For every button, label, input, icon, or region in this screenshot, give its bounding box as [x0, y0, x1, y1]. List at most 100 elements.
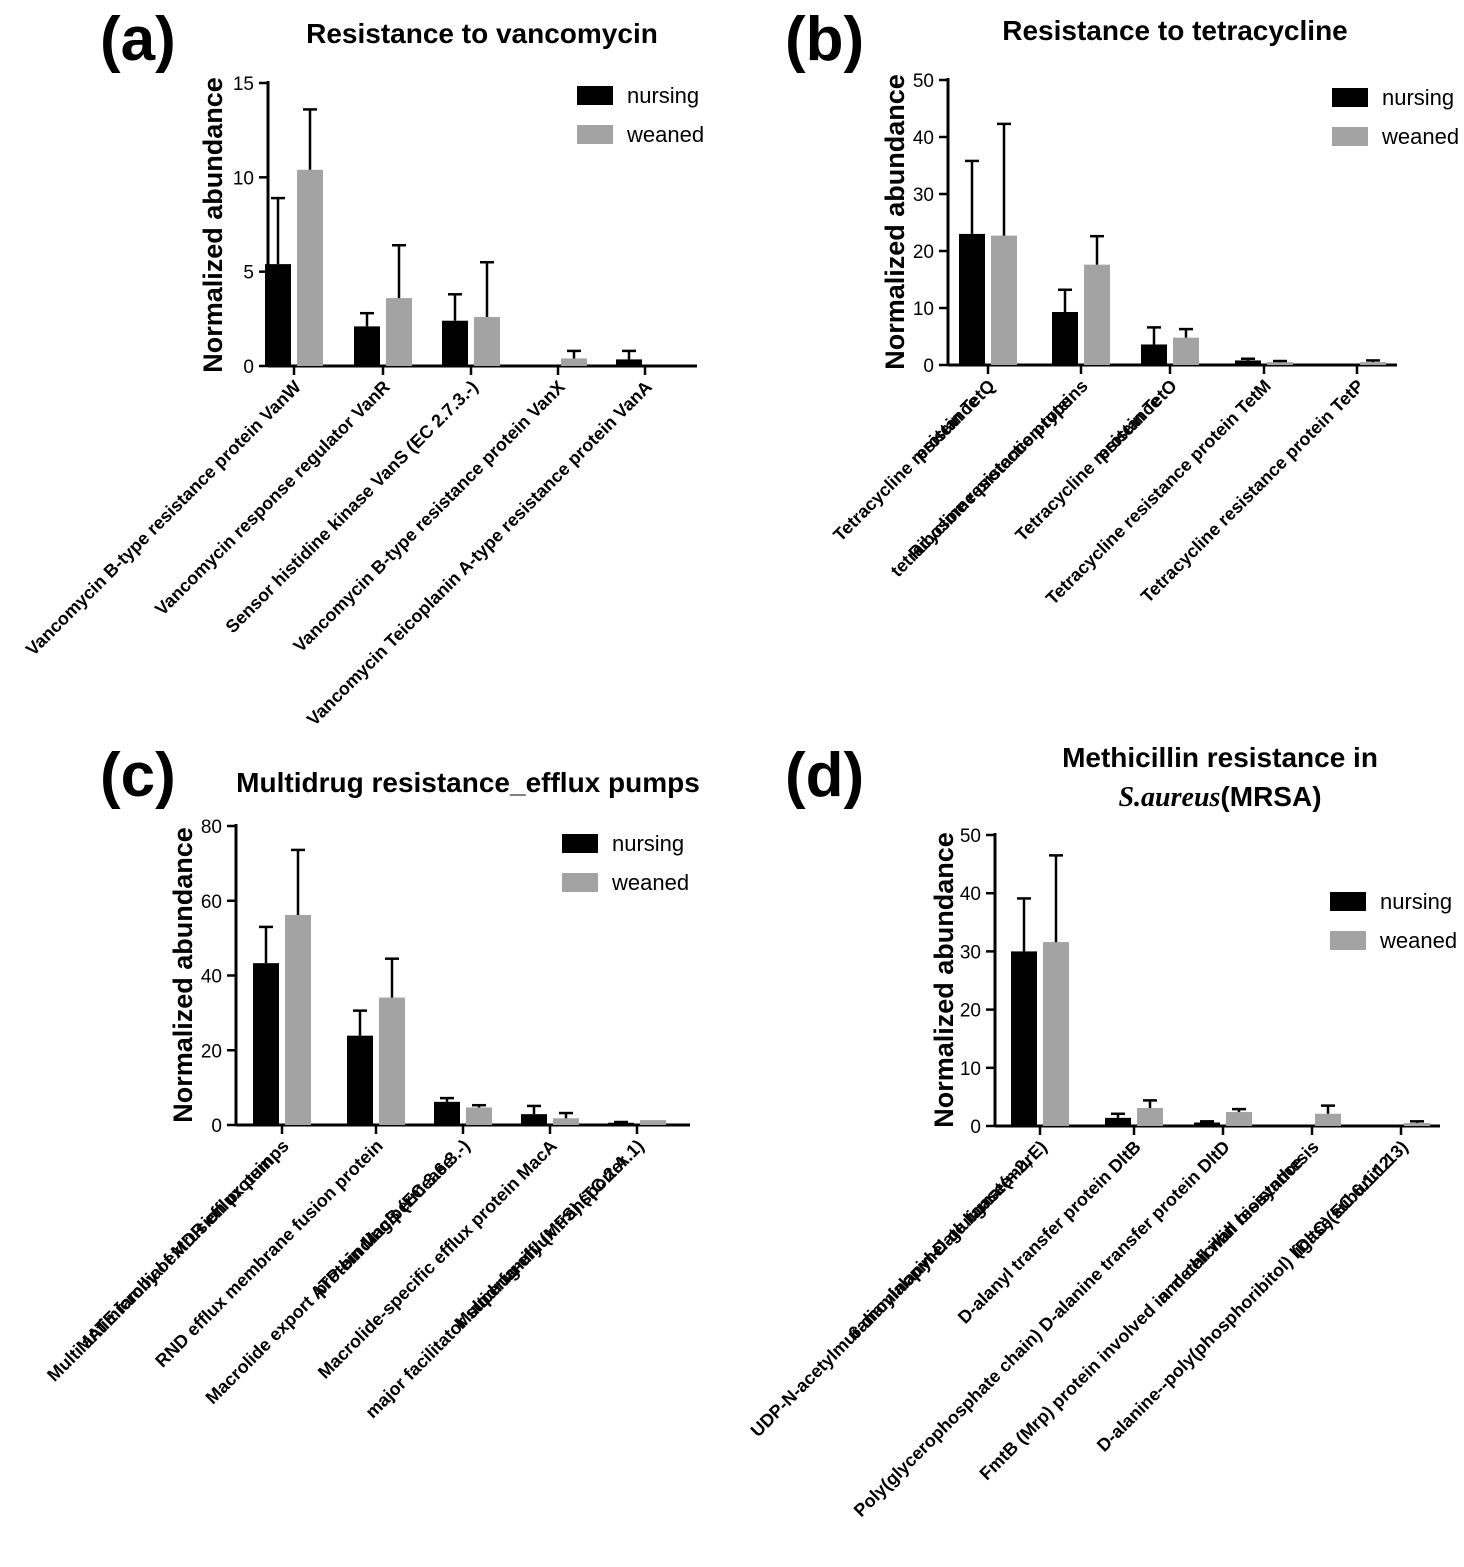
x-category-label: D-alanyl transfer protein DltB: [954, 1137, 1145, 1328]
bar-weaned: [285, 914, 311, 1125]
y-axis-label: Normalized abundance: [198, 77, 228, 373]
x-category-label: tetracycline resistance proteins: [887, 376, 1092, 581]
y-tick-label: 40: [201, 967, 222, 988]
panel-letter: (b): [785, 5, 864, 74]
panel-a: (a) Resistance to vancomycin Normalized …: [22, 5, 704, 730]
legend-swatch-weaned: [562, 873, 598, 892]
y-axis-label: Normalized abundance: [929, 832, 959, 1128]
legend-label-weaned: weaned: [1381, 124, 1459, 149]
legend-swatch-weaned: [1332, 127, 1368, 146]
bar-nursing: [608, 1122, 634, 1125]
y-axis-label: Normalized abundance: [880, 74, 910, 370]
y-tick-label: 5: [243, 263, 254, 284]
chart-title: Multidrug resistance_efflux pumps: [236, 767, 700, 798]
chart-title: Resistance to tetracycline: [1002, 15, 1348, 46]
panel-letter: (a): [100, 5, 176, 74]
bar-weaned: [1137, 1107, 1163, 1126]
legend-label-nursing: nursing: [627, 83, 699, 108]
panel-c: (c) Multidrug resistance_efflux pumps No…: [43, 741, 700, 1422]
y-tick-label: 60: [201, 892, 222, 913]
bar-weaned: [640, 1120, 666, 1125]
legend-label-nursing: nursing: [1380, 889, 1452, 914]
bar-nursing: [354, 326, 380, 366]
bar-weaned: [561, 358, 587, 366]
y-tick-label: 0: [243, 357, 254, 378]
bar-nursing: [347, 1035, 373, 1125]
legend-swatch-nursing: [577, 86, 613, 105]
bar-nursing: [253, 963, 279, 1125]
bar-nursing: [1235, 360, 1261, 365]
bar-nursing: [959, 233, 985, 365]
y-tick-label: 50: [960, 826, 981, 847]
bar-nursing: [1011, 951, 1037, 1126]
x-category-label: protein TetQ: [910, 376, 999, 465]
y-tick-label: 10: [960, 1059, 981, 1080]
bar-weaned: [1084, 264, 1110, 365]
legend-label-nursing: nursing: [612, 831, 684, 856]
y-tick-label: 10: [913, 299, 934, 320]
y-tick-label: 20: [960, 1001, 981, 1022]
chart-title-line-2: S.aureus(MRSA): [1118, 781, 1321, 813]
bar-weaned: [1267, 362, 1293, 365]
bar-weaned: [991, 235, 1017, 365]
chart-title: Resistance to vancomycin: [306, 18, 658, 49]
y-tick-label: 50: [913, 71, 934, 92]
y-axis-label: Normalized abundance: [168, 827, 198, 1123]
y-tick-label: 20: [913, 242, 934, 263]
bar-nursing: [442, 320, 468, 366]
chart-title-line-1: Methicillin resistance in: [1062, 742, 1378, 773]
title-organism: S.aureus: [1118, 782, 1220, 813]
panel-letter: (c): [100, 741, 176, 810]
y-tick-label: 15: [233, 74, 254, 95]
title-abbrev: (MRSA): [1220, 781, 1321, 812]
bar-weaned: [474, 316, 500, 366]
x-category-label: and cell wall biosynthesis: [1152, 1137, 1322, 1307]
bar-weaned: [553, 1118, 579, 1125]
bar-nursing: [265, 264, 291, 366]
panel-d: (d) Methicillin resistance in S.aureus(M…: [747, 741, 1457, 1521]
y-tick-label: 30: [960, 942, 981, 963]
y-tick-label: 40: [913, 128, 934, 149]
y-tick-label: 10: [233, 168, 254, 189]
x-category-label: protein MacB (EC 3.6.3.-): [310, 1136, 474, 1300]
bar-weaned: [1404, 1123, 1430, 1126]
x-category-label: Vancomycin Teicoplanin A-type resistance…: [303, 377, 656, 730]
panel-letter: (d): [785, 741, 864, 810]
bar-weaned: [1173, 337, 1199, 365]
bar-weaned: [1043, 942, 1069, 1126]
bar-nursing: [1141, 344, 1167, 365]
bar-weaned: [466, 1107, 492, 1125]
bar-weaned: [297, 169, 323, 366]
y-tick-label: 0: [923, 356, 934, 377]
x-category-label: protein TetO: [1092, 376, 1181, 465]
bar-weaned: [1315, 1113, 1341, 1126]
bar-weaned: [1226, 1112, 1252, 1126]
panel-b: (b) Resistance to tetracycline Normalize…: [785, 5, 1459, 609]
bar-nursing: [616, 359, 642, 366]
legend-swatch-nursing: [1332, 88, 1368, 107]
y-tick-label: 0: [211, 1116, 222, 1137]
legend-label-weaned: weaned: [626, 122, 704, 147]
bar-nursing: [1105, 1117, 1131, 1126]
legend-swatch-nursing: [1330, 892, 1366, 911]
y-tick-label: 0: [970, 1117, 981, 1138]
x-category-label: MATE family of MDR efflux pumps: [72, 1136, 292, 1356]
y-tick-label: 30: [913, 185, 934, 206]
bar-weaned: [1360, 362, 1386, 365]
legend-label-weaned: weaned: [611, 870, 689, 895]
legend-label-nursing: nursing: [1382, 85, 1454, 110]
y-tick-label: 80: [201, 817, 222, 838]
bar-nursing: [521, 1114, 547, 1125]
bar-nursing: [1194, 1122, 1220, 1126]
legend-label-weaned: weaned: [1379, 928, 1457, 953]
x-category-label: 6-diaminopimelate ligase(murE): [844, 1137, 1051, 1344]
bar-weaned: [379, 997, 405, 1125]
y-tick-label: 40: [960, 884, 981, 905]
legend-swatch-weaned: [1330, 931, 1366, 950]
legend-swatch-weaned: [577, 125, 613, 144]
bar-weaned: [386, 298, 412, 366]
legend-swatch-nursing: [562, 834, 598, 853]
x-category-label: Poly(glycerophosphate chain) D-alanine t…: [850, 1137, 1234, 1521]
bar-nursing: [434, 1101, 460, 1125]
